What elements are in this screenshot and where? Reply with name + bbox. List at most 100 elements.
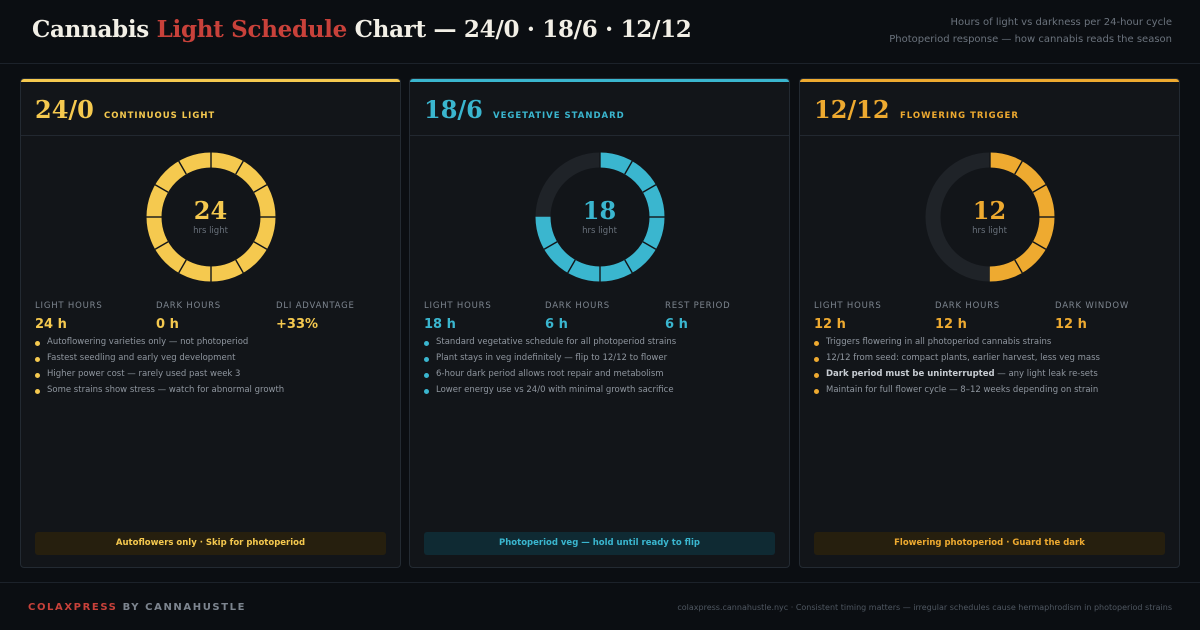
donut-hour-tick: [624, 259, 633, 274]
page-title: Cannabis Light Schedule Chart — 24/0 · 1…: [32, 16, 692, 43]
stat-dark-hours: DARK HOURS 6 h: [545, 301, 665, 332]
card-accent-bar: [410, 79, 789, 82]
stat-value: 24 h: [35, 317, 67, 332]
footer: COLAXPRESS BY CANNAHUSTLE colaxpress.can…: [0, 582, 1200, 630]
donut-center-label: hrs light: [972, 226, 1007, 236]
bullet-dot: [814, 389, 819, 394]
stat-light-hours: LIGHT HOURS 18 h: [424, 301, 544, 332]
donut-hour-tick: [543, 241, 558, 250]
stat-rest-period: REST PERIOD 6 h: [665, 301, 785, 332]
donut-hour-tick: [235, 160, 244, 175]
bullet-dot: [35, 341, 40, 346]
card-footnote-badge: Photoperiod veg — hold until ready to fl…: [424, 532, 775, 555]
card-mode: VEGETATIVE STANDARD: [493, 111, 625, 121]
donut-center-label: hrs light: [582, 226, 617, 236]
card-footnote-badge: Autoflowers only · Skip for photoperiod: [35, 532, 386, 555]
donut-hour-tick: [624, 160, 633, 175]
donut-hour-tick: [253, 184, 268, 193]
title-accent: Light Schedule: [156, 16, 348, 43]
stat-dark-hours: DARK HOURS 0 h: [156, 301, 276, 332]
donut-hour-tick: [1014, 160, 1023, 175]
light-donut: [925, 152, 1055, 282]
card-header: 18/6 VEGETATIVE STANDARD: [410, 82, 789, 136]
card-header: 24/0 CONTINUOUS LIGHT: [21, 82, 400, 136]
donut-hour-tick: [253, 241, 268, 250]
note-item: Higher power cost — rarely used past wee…: [35, 369, 385, 385]
stat-label: DARK HOURS: [545, 301, 610, 311]
card-footnote-badge: Flowering photoperiod · Guard the dark: [814, 532, 1165, 555]
donut-hour-tick: [178, 259, 187, 274]
note-item: 6-hour dark period allows root repair an…: [424, 369, 774, 385]
stat-light-hours: LIGHT HOURS 24 h: [35, 301, 155, 332]
card-accent-bar: [800, 79, 1179, 82]
note-item: Triggers flowering in all photoperiod ca…: [814, 337, 1164, 353]
stat-label: REST PERIOD: [665, 301, 731, 311]
schedule-card-24-0: 24/0 CONTINUOUS LIGHT 24 hrs light LIGHT…: [20, 78, 401, 568]
note-item: Lower energy use vs 24/0 with minimal gr…: [424, 385, 774, 401]
stat-label: LIGHT HOURS: [814, 301, 882, 311]
card-notes: Triggers flowering in all photoperiod ca…: [814, 337, 1164, 401]
donut-hour-tick: [567, 259, 576, 274]
bullet-dot: [35, 389, 40, 394]
note-item: Dark period must be uninterrupted — any …: [814, 369, 1164, 385]
note-item: 12/12 from seed: compact plants, earlier…: [814, 353, 1164, 369]
light-donut: [535, 152, 665, 282]
stat-value: 18 h: [424, 317, 456, 332]
title-prefix: Cannabis: [32, 16, 157, 43]
stat-label: DARK HOURS: [156, 301, 221, 311]
donut-hour-tick: [1032, 184, 1047, 193]
donut-hour-tick: [642, 184, 657, 193]
bullet-dot: [424, 357, 429, 362]
bullet-dot: [424, 373, 429, 378]
note-item: Fastest seedling and early veg developme…: [35, 353, 385, 369]
donut-hour-tick: [235, 259, 244, 274]
brand-logo-text: COLAXPRESS BY CANNAHUSTLE: [28, 602, 246, 613]
card-notes: Autoflowering varieties only — not photo…: [35, 337, 385, 401]
note-item: Autoflowering varieties only — not photo…: [35, 337, 385, 353]
donut-center-number: 18: [582, 196, 617, 225]
card-accent-bar: [21, 79, 400, 82]
donut-hour-tick: [178, 160, 187, 175]
schedule-card-18-6: 18/6 VEGETATIVE STANDARD 18 hrs light LI…: [409, 78, 790, 568]
donut-hour-tick: [154, 184, 169, 193]
donut-center-number: 12: [972, 196, 1007, 225]
stat-dark-window: DARK WINDOW 12 h: [1055, 301, 1175, 332]
donut-center-label: hrs light: [193, 226, 228, 236]
bullet-dot: [35, 373, 40, 378]
card-mode: CONTINUOUS LIGHT: [104, 111, 216, 121]
stat-value: 6 h: [665, 317, 688, 332]
subtitle-cycle: Hours of light vs darkness per 24-hour c…: [950, 17, 1172, 28]
bullet-dot: [814, 341, 819, 346]
bullet-dot: [814, 373, 819, 378]
footer-note: colaxpress.cannahustle.nyc · Consistent …: [677, 603, 1172, 612]
bullet-dot: [424, 389, 429, 394]
note-item: Maintain for full flower cycle — 8–12 we…: [814, 385, 1164, 401]
brand-name: COLAXPRESS: [28, 602, 118, 613]
stat-label: DARK HOURS: [935, 301, 1000, 311]
stat-value: 12 h: [935, 317, 967, 332]
stat-value: 12 h: [1055, 317, 1087, 332]
stat-label: DARK WINDOW: [1055, 301, 1130, 311]
light-donut: [146, 152, 276, 282]
bullet-dot: [424, 341, 429, 346]
bullet-dot: [814, 357, 819, 362]
stat-dark-hours: DARK HOURS 12 h: [935, 301, 1055, 332]
card-mode: FLOWERING TRIGGER: [900, 111, 1019, 121]
schedule-card-12-12: 12/12 FLOWERING TRIGGER 12 hrs light LIG…: [799, 78, 1180, 568]
card-ratio: 24/0: [35, 95, 94, 124]
card-notes: Standard vegetative schedule for all pho…: [424, 337, 774, 401]
card-ratio: 18/6: [424, 95, 483, 124]
note-item: Standard vegetative schedule for all pho…: [424, 337, 774, 353]
donut-hour-tick: [154, 241, 169, 250]
note-item: Some strains show stress — watch for abn…: [35, 385, 385, 401]
stat-label: LIGHT HOURS: [35, 301, 103, 311]
stat-value: +33%: [276, 317, 319, 332]
bullet-dot: [35, 357, 40, 362]
donut-center-number: 24: [193, 196, 228, 225]
card-header: 12/12 FLOWERING TRIGGER: [800, 82, 1179, 136]
stat-label: DLI ADVANTAGE: [276, 301, 355, 311]
stat-value: 0 h: [156, 317, 179, 332]
stat-value: 12 h: [814, 317, 846, 332]
note-item: Plant stays in veg indefinitely — flip t…: [424, 353, 774, 369]
stat-value: 6 h: [545, 317, 568, 332]
